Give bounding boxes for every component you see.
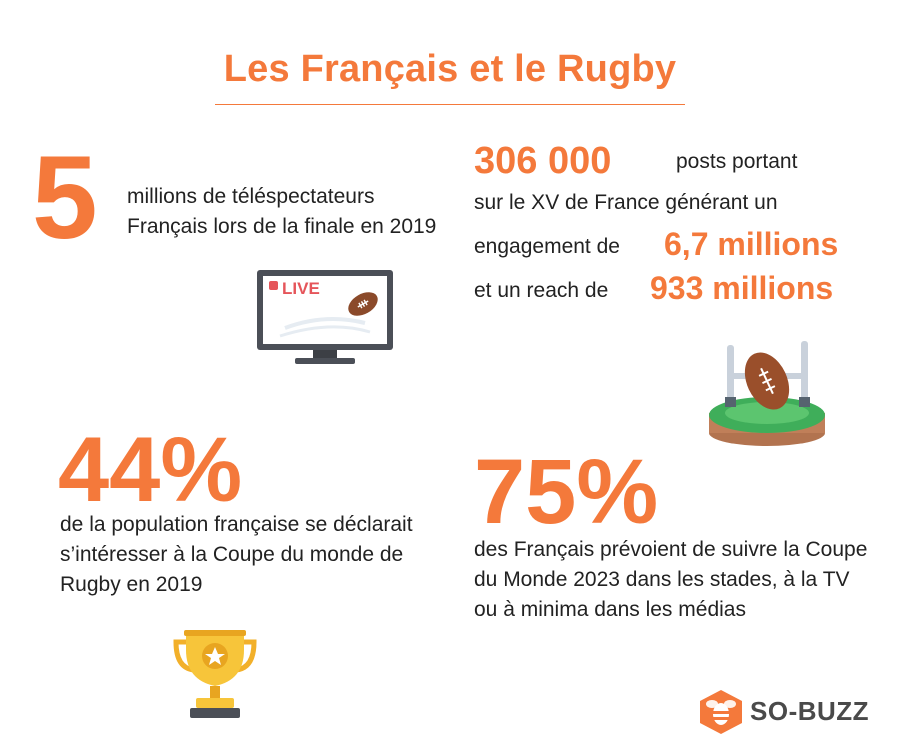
logo-text: SO-BUZZ [750,696,870,726]
posts-stat-text-c: engagement de [474,235,620,258]
so-buzz-logo: SO-BUZZ [698,690,883,734]
title-divider [215,104,685,105]
page-title: Les Français et le Rugby [223,48,677,90]
rugby-goal-icon [705,335,830,450]
bee-logo-icon [700,690,742,734]
viewers-stat-text: millions de téléspectateurs Français lor… [127,185,437,238]
follow-stat-text: des Français prévoient de suivre la Coup… [474,538,868,621]
tv-live-icon: LIVE [255,268,395,368]
engagement-value: 6,7 millions [664,226,839,262]
posts-stat-text-b: sur le XV de France générant un [474,191,778,214]
interest-stat-value: 44% [58,419,243,521]
posts-stat-text-d: et un reach de [474,279,609,302]
reach-value: 933 millions [650,270,834,306]
posts-stat-value: 306 000 [474,140,612,182]
follow-stat-value: 75% [474,441,659,543]
svg-text:LIVE: LIVE [282,279,320,298]
interest-stat-text: de la population française se déclarait … [60,513,413,596]
trophy-icon [172,628,258,720]
posts-stat-text-a: posts portant [676,150,798,173]
viewers-stat-value: 5 [32,132,98,264]
